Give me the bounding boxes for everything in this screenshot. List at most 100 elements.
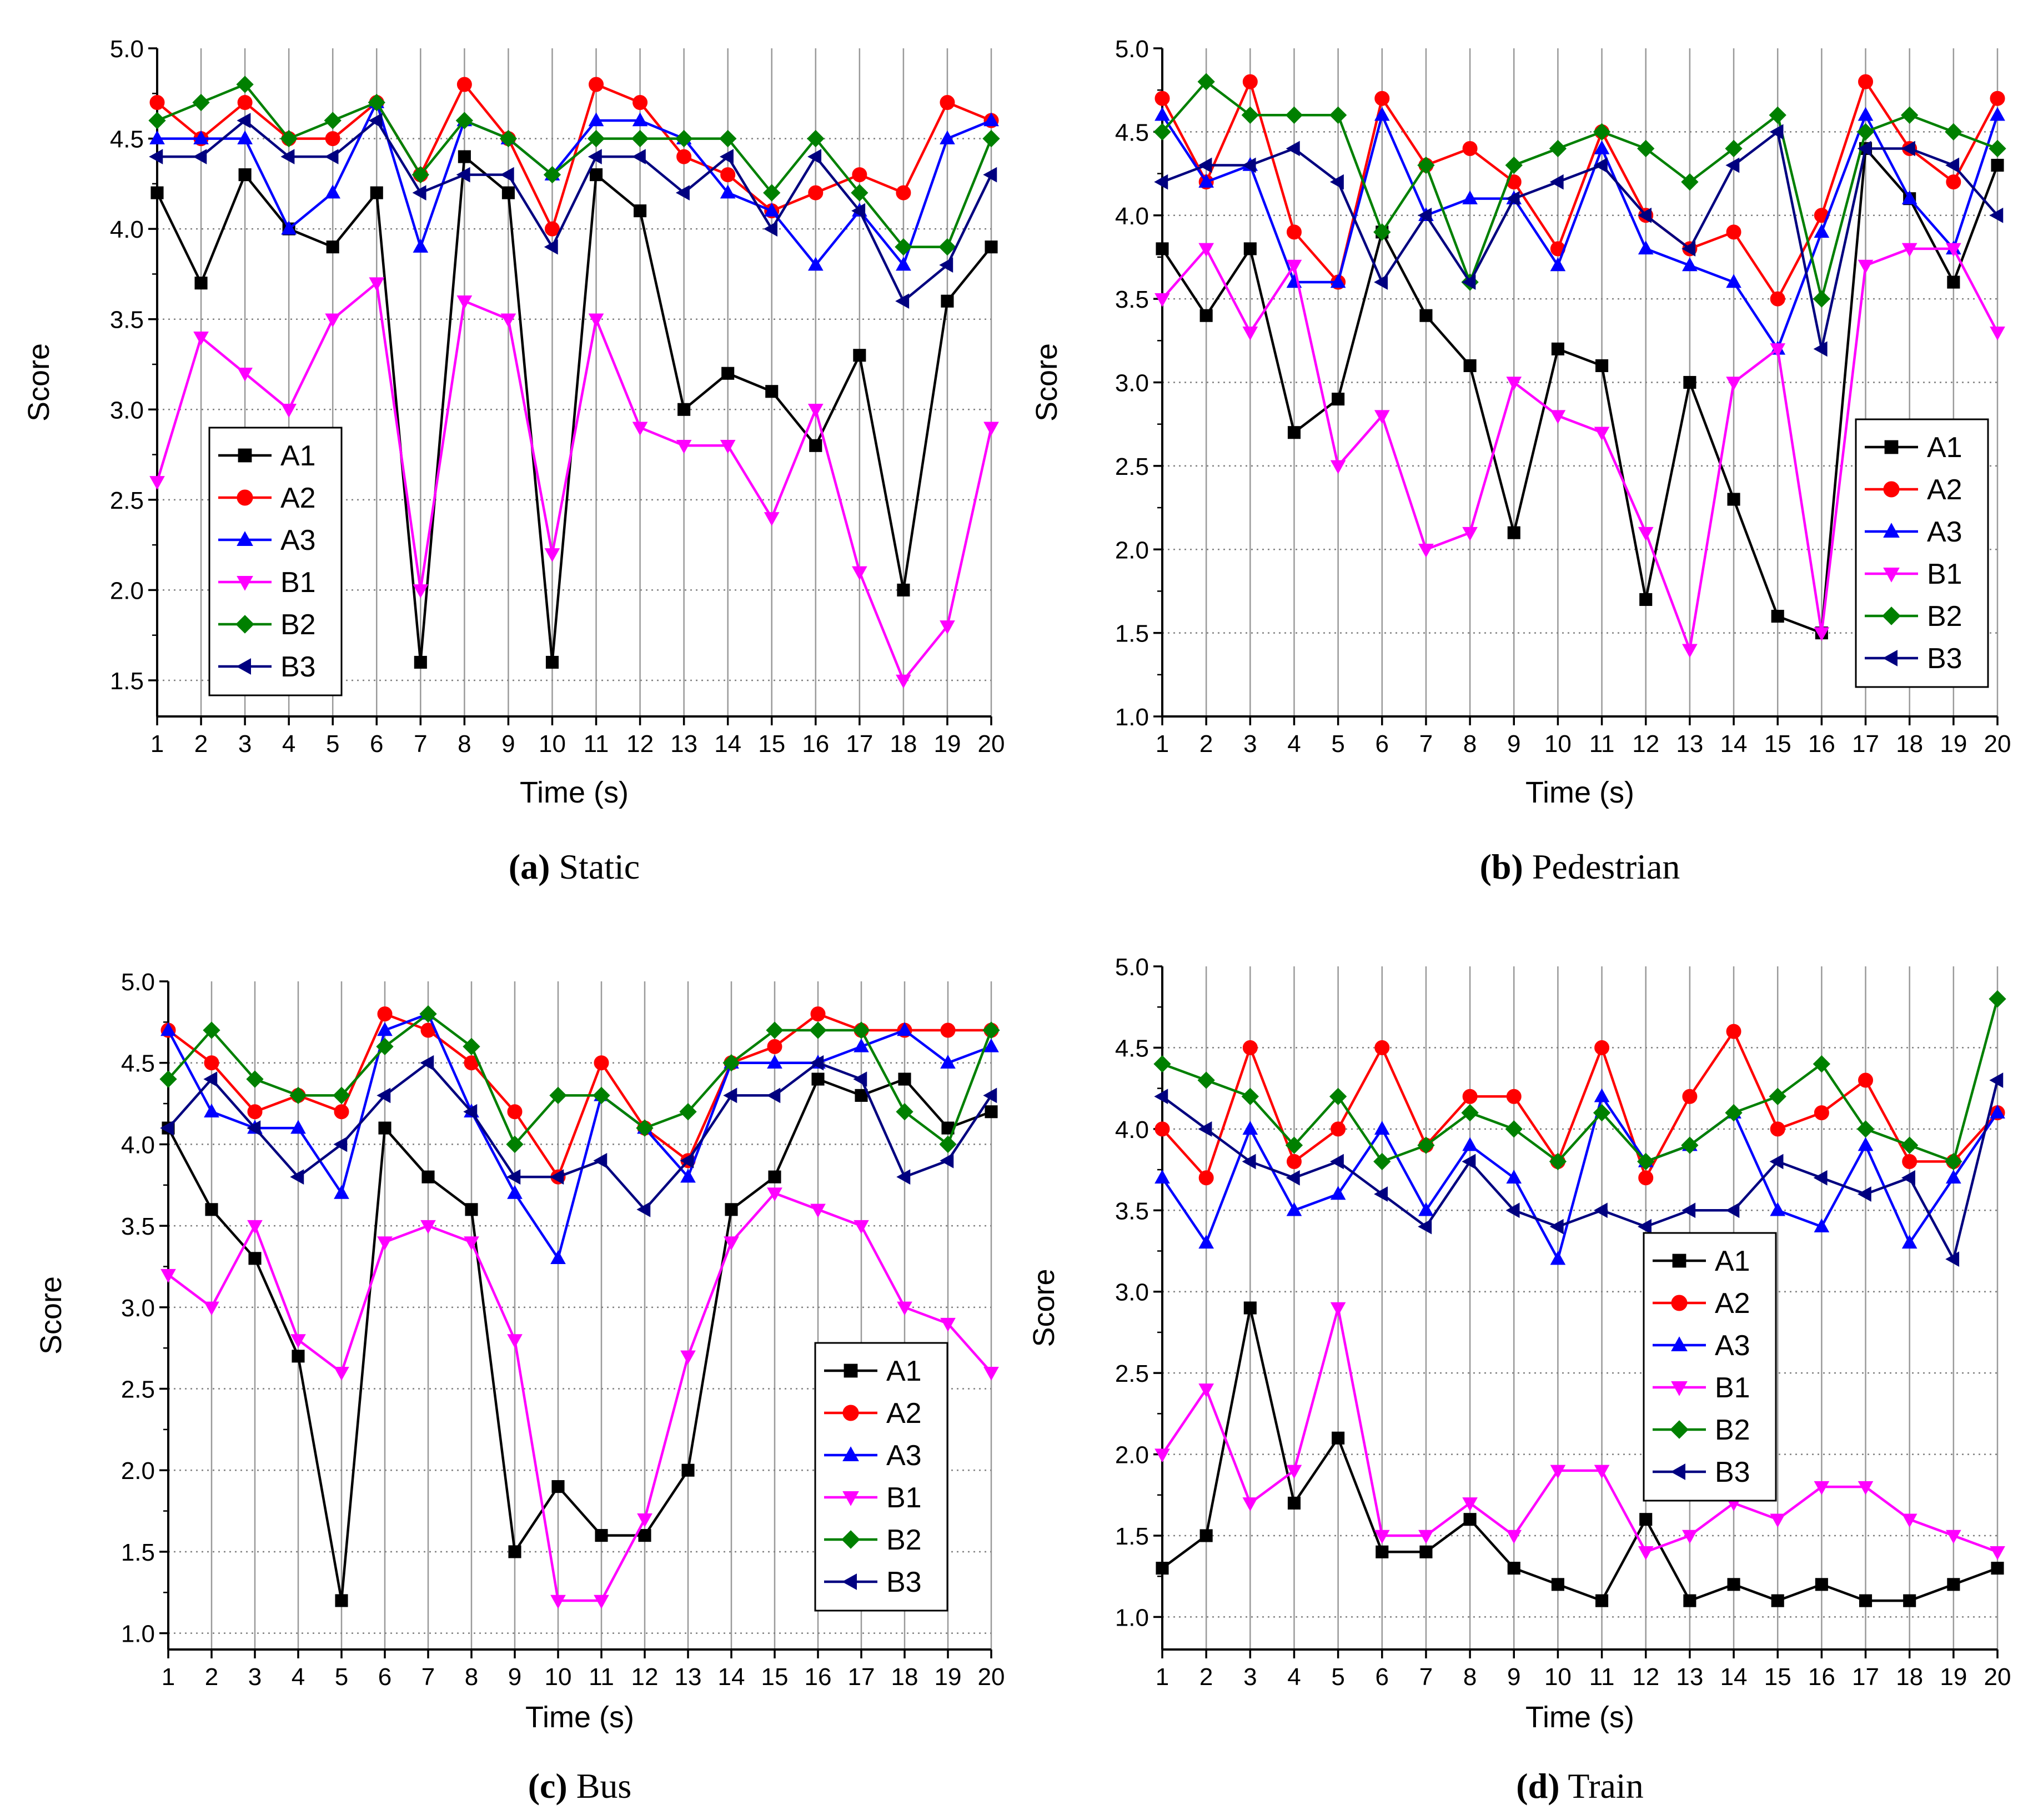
y-tick-label: 3.0 xyxy=(1115,1279,1149,1306)
legend-swatch-marker xyxy=(841,1530,860,1549)
data-point-B1 xyxy=(1858,259,1874,274)
data-point-B3 xyxy=(939,257,953,273)
data-point-B3 xyxy=(1198,157,1212,173)
x-tick-label: 6 xyxy=(1376,1663,1389,1691)
series-line-A3 xyxy=(1161,111,1999,352)
caption-label: (a) xyxy=(509,847,550,886)
data-point-B3 xyxy=(1418,207,1432,223)
data-point-B3 xyxy=(1813,341,1828,357)
data-point-A2 xyxy=(507,1104,523,1120)
data-point-A3 xyxy=(896,257,911,271)
legend-label: A1 xyxy=(1715,1245,1750,1277)
data-point-A1 xyxy=(1287,426,1301,439)
data-point-A1 xyxy=(1903,1594,1916,1607)
data-point-B3 xyxy=(1154,1089,1168,1105)
data-point-B3 xyxy=(983,167,997,183)
data-point-B3 xyxy=(149,149,163,164)
x-tick-label: 3 xyxy=(238,730,252,758)
data-point-B2 xyxy=(499,129,518,148)
x-tick-label: 6 xyxy=(1376,730,1389,758)
data-point-B3 xyxy=(1549,1219,1564,1235)
data-point-A3 xyxy=(377,1022,393,1036)
data-point-A2 xyxy=(1374,1040,1390,1055)
data-point-A3 xyxy=(1814,224,1830,238)
legend-label: B1 xyxy=(1715,1372,1750,1404)
legend-label: A2 xyxy=(280,482,316,514)
data-point-B3 xyxy=(1857,1186,1871,1202)
data-point-A3 xyxy=(325,184,341,199)
x-tick-label: 8 xyxy=(458,730,471,758)
data-point-B3 xyxy=(1462,274,1476,290)
data-point-A3 xyxy=(1330,1186,1346,1200)
data-point-B1 xyxy=(544,548,560,563)
data-point-B2 xyxy=(1681,1136,1699,1154)
data-point-B2 xyxy=(763,184,781,202)
data-point-A1 xyxy=(326,240,339,254)
data-point-A1 xyxy=(1859,1594,1873,1607)
chart-panel-train: 1.01.52.02.53.03.54.04.55.01 2 3 4 5 6 7 8 9 10 11… xyxy=(1027,954,2011,1806)
x-tick-label: 19 xyxy=(933,730,961,758)
series-A1 xyxy=(1156,1301,2004,1607)
x-tick-label: 2 xyxy=(194,730,208,758)
data-point-B1 xyxy=(1990,1546,2005,1560)
y-tick-label: 2.0 xyxy=(1115,1442,1149,1469)
x-tick-label: 1 xyxy=(162,1663,175,1691)
data-point-B2 xyxy=(982,129,1000,148)
y-tick-label: 2.0 xyxy=(110,577,144,604)
x-tick-label: 11 xyxy=(1589,730,1615,758)
data-point-A3 xyxy=(204,1104,219,1117)
y-tick-label: 3.5 xyxy=(1115,1197,1149,1225)
data-point-A2 xyxy=(1462,1089,1478,1104)
data-point-A1 xyxy=(1376,1545,1389,1558)
data-point-B1 xyxy=(1330,460,1346,474)
data-point-B2 xyxy=(1593,123,1611,141)
data-point-B1 xyxy=(1242,327,1258,340)
data-point-A3 xyxy=(413,238,429,253)
legend-swatch-marker xyxy=(237,489,253,506)
y-tick-label: 2.5 xyxy=(1115,1360,1149,1387)
data-point-A3 xyxy=(1374,107,1390,121)
data-point-B1 xyxy=(724,1236,739,1251)
x-axis-title: Time (s) xyxy=(520,776,629,809)
series-A3 xyxy=(1154,107,2005,355)
data-point-B1 xyxy=(1154,1448,1170,1463)
data-point-A3 xyxy=(281,220,297,235)
data-point-B3 xyxy=(810,1055,824,1071)
legend: A1 A2 A3 B1 B2 B3 xyxy=(1855,418,1989,688)
data-point-A1 xyxy=(1639,1513,1653,1526)
data-point-B1 xyxy=(1726,377,1741,391)
data-point-B3 xyxy=(853,1071,867,1087)
data-point-A3 xyxy=(767,1055,782,1069)
data-point-B2 xyxy=(938,238,956,256)
data-point-B2 xyxy=(1285,106,1303,124)
caption-label: (c) xyxy=(528,1766,568,1806)
data-point-A1 xyxy=(985,1105,998,1119)
x-tick-label: 19 xyxy=(1940,730,1967,758)
y-axis-title: Score xyxy=(1027,1269,1061,1347)
data-point-A2 xyxy=(544,221,560,237)
caption-text: Bus xyxy=(568,1766,632,1806)
data-point-B2 xyxy=(1505,156,1523,174)
data-point-A1 xyxy=(465,1203,478,1216)
x-tick-label: 13 xyxy=(670,730,697,758)
data-point-B1 xyxy=(500,313,516,328)
data-point-A1 xyxy=(677,403,691,416)
data-point-B3 xyxy=(1901,1170,1915,1186)
data-point-A3 xyxy=(193,130,209,144)
data-point-A1 xyxy=(501,186,515,199)
data-point-A2 xyxy=(334,1104,349,1120)
data-point-B2 xyxy=(1373,1152,1391,1171)
data-point-B2 xyxy=(1637,1152,1655,1171)
data-point-B2 xyxy=(1637,139,1655,158)
legend-label: A1 xyxy=(280,440,316,472)
data-point-B2 xyxy=(1769,1087,1786,1105)
series-A2 xyxy=(1154,74,2005,307)
data-point-B3 xyxy=(1681,1202,1696,1219)
series-line-B1 xyxy=(167,1191,992,1602)
data-point-B1 xyxy=(940,620,955,635)
data-point-A2 xyxy=(1242,74,1258,89)
data-point-B2 xyxy=(1285,1136,1303,1154)
x-tick-label: 15 xyxy=(761,1663,789,1691)
data-point-B3 xyxy=(203,1071,218,1087)
legend-label: B3 xyxy=(1927,643,1962,675)
